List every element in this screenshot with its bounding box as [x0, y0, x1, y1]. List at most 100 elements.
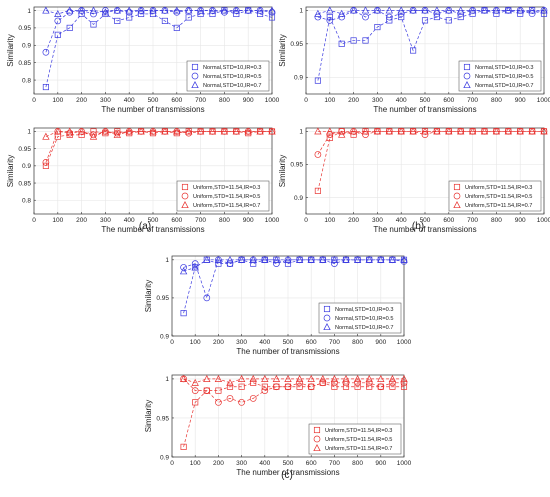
- x-tick-label: 200: [76, 97, 87, 104]
- data-point: [421, 131, 429, 138]
- legend: Normal,STD=10,IR=0.3 Normal,STD=10,IR=0.5…: [186, 60, 270, 92]
- legend-marker: [313, 435, 321, 443]
- legend-marker: [191, 63, 199, 71]
- data-point: [237, 255, 246, 263]
- x-tick-label: 900: [515, 217, 526, 224]
- data-point: [180, 443, 187, 450]
- data-point: [185, 129, 193, 137]
- y-tick-label: 1: [27, 8, 31, 15]
- data-point: [398, 13, 405, 21]
- data-point: [421, 17, 429, 24]
- x-tick-label: 100: [190, 460, 201, 467]
- x-tick-label: 500: [420, 217, 431, 224]
- data-point: [400, 383, 408, 390]
- data-point: [114, 17, 121, 24]
- data-point: [445, 127, 453, 135]
- data-point: [161, 17, 168, 24]
- legend-box: [458, 60, 542, 92]
- data-point: [504, 127, 512, 135]
- panel-label: (a): [139, 221, 151, 232]
- data-point: [90, 131, 97, 139]
- x-axis-label: The number of transmissions: [373, 105, 476, 114]
- legend-box: [308, 423, 402, 455]
- data-point: [314, 151, 322, 158]
- data-point: [191, 260, 199, 267]
- data-point: [377, 374, 385, 382]
- y-axis-label: Similarity: [6, 155, 15, 187]
- data-point: [314, 187, 321, 194]
- legend-entry: Uniform,STD=11.54,IR=0.3: [325, 428, 392, 434]
- x-tick-label: 400: [396, 97, 407, 104]
- series-triangle: [314, 127, 548, 138]
- data-point: [249, 255, 257, 263]
- data-point: [54, 127, 62, 135]
- chart-panel-3: 0 100 200 300 400 500 600 700 800 900 1000 0.8 0.85 0…: [6, 127, 280, 234]
- data-point: [233, 10, 240, 18]
- data-point: [504, 6, 512, 14]
- y-axis-label: Similarity: [278, 155, 287, 187]
- x-tick-label: 700: [467, 97, 478, 104]
- data-point: [353, 255, 362, 263]
- data-point: [350, 37, 357, 44]
- data-point: [433, 6, 441, 14]
- legend-marker: [453, 192, 461, 200]
- data-point: [250, 379, 257, 386]
- x-tick-label: 800: [352, 460, 363, 467]
- data-point: [468, 6, 477, 14]
- data-point: [244, 127, 252, 135]
- data-point: [284, 255, 292, 263]
- x-tick-label: 0: [304, 97, 308, 104]
- x-tick-label: 700: [467, 217, 478, 224]
- x-tick-label: 800: [491, 217, 502, 224]
- x-tick-label: 800: [219, 97, 230, 104]
- data-point: [208, 127, 217, 135]
- legend: Normal,STD=10,IR=0.3 Normal,STD=10,IR=0.5…: [318, 302, 402, 334]
- data-point: [89, 132, 98, 140]
- data-point: [138, 10, 145, 18]
- chart-panel-1: 0 100 200 300 400 500 600 700 800 900 1000 0.8 0.85 0…: [6, 6, 280, 114]
- data-point: [249, 395, 257, 402]
- data-point: [273, 260, 280, 267]
- chart-panel-2: 0 100 200 300 400 500 600 700 800 900 1000 0.9 0.95 1…: [278, 6, 550, 114]
- data-point: [125, 6, 133, 14]
- x-tick-label: 100: [190, 339, 201, 346]
- legend-entry: Normal,STD=10,IR=0.7: [335, 325, 393, 331]
- data-point: [208, 6, 217, 14]
- x-tick-label: 600: [306, 339, 317, 346]
- data-point: [389, 383, 396, 390]
- data-point: [66, 8, 74, 16]
- data-point: [468, 127, 477, 135]
- data-point: [397, 10, 405, 18]
- series-triangle: [42, 127, 276, 140]
- data-point: [385, 127, 393, 135]
- data-point: [237, 374, 246, 382]
- data-point: [149, 10, 157, 18]
- data-point: [314, 127, 322, 135]
- data-point: [307, 383, 315, 391]
- data-point: [226, 383, 234, 390]
- legend-marker: [313, 444, 321, 452]
- data-point: [250, 260, 257, 267]
- legend-entry: Normal,STD=10,IR=0.3: [335, 307, 393, 313]
- legend-box: [448, 180, 542, 212]
- y-tick-label: 0.8: [22, 77, 31, 84]
- data-point: [54, 17, 62, 25]
- data-point: [149, 127, 157, 135]
- legend-marker: [323, 305, 331, 313]
- legend-entry: Normal,STD=10,IR=0.5: [203, 74, 261, 80]
- x-axis-label: The number of transmissions: [101, 225, 204, 234]
- data-point: [517, 10, 524, 17]
- data-point: [319, 255, 327, 263]
- data-point: [268, 8, 276, 16]
- data-point: [409, 127, 417, 135]
- x-tick-label: 0: [304, 217, 308, 224]
- data-point: [42, 6, 50, 14]
- x-tick-label: 300: [372, 217, 383, 224]
- legend-marker: [463, 81, 471, 89]
- y-tick-label: 1: [27, 129, 31, 136]
- data-point: [540, 6, 548, 14]
- data-point: [421, 127, 429, 135]
- x-tick-label: 500: [283, 460, 294, 467]
- data-point: [268, 14, 276, 21]
- data-point: [137, 127, 145, 135]
